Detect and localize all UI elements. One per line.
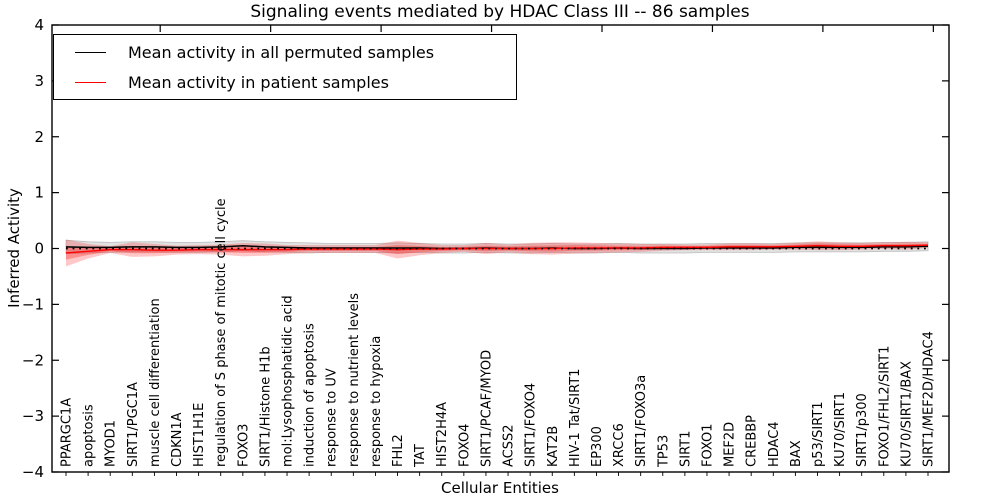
x-category-label: SIRT1/PGC1A: [126, 382, 141, 467]
y-axis-title: Inferred Activity: [5, 188, 23, 308]
patient-confidence-band-outer: [66, 239, 928, 267]
x-category-label: FHL2: [391, 434, 406, 467]
legend-line-black: [75, 51, 106, 53]
x-category-label: response to nutrient levels: [347, 293, 362, 467]
x-category-label: response to hypoxia: [369, 336, 384, 467]
x-category-label: KAT2B: [546, 426, 561, 467]
y-tick-label: 0: [34, 240, 44, 258]
series-line-patient: [65, 244, 929, 254]
x-category-label: SIRT1/FOXO3a: [634, 375, 649, 467]
x-category-label: TP53: [656, 435, 671, 468]
x-category-label: regulation of S phase of mitotic cell cy…: [214, 198, 229, 467]
x-category-label: XRCC6: [612, 423, 627, 467]
x-category-label: CREBBP: [745, 415, 760, 467]
x-category-label: MYOD1: [104, 420, 119, 467]
x-category-label: SIRT1: [678, 431, 693, 467]
x-category-label: FOXO1/FHL2/SIRT1: [877, 346, 892, 467]
y-tick-label: 4: [34, 16, 44, 34]
x-category-label: induction of apoptosis: [303, 323, 318, 467]
x-category-label: PPARGC1A: [60, 398, 75, 467]
x-category-label: FOXO3: [236, 424, 251, 467]
legend-item-patient: Mean activity in patient samples: [54, 69, 516, 95]
chart-title: Signaling events mediated by HDAC Class …: [250, 2, 750, 22]
y-tick-label: 3: [34, 72, 44, 90]
legend: Mean activity in all permuted samples Me…: [53, 34, 517, 100]
x-category-label: TAT: [413, 444, 428, 468]
x-category-label: p53/SIRT1: [811, 401, 826, 467]
legend-line-red: [75, 81, 106, 83]
x-category-label: SIRT1/PCAF/MYOD: [479, 350, 494, 467]
x-category-label: CDKN1A: [170, 412, 185, 467]
x-category-label: HIST2H4A: [435, 402, 450, 467]
x-category-label: EP300: [590, 426, 605, 467]
x-category-label: SIRT1/Histone H1b: [258, 346, 273, 467]
x-category-label: mol:Lysophosphatidic acid: [281, 295, 296, 467]
y-tick-label: −2: [22, 351, 44, 369]
y-tick-label: 1: [34, 184, 44, 202]
y-tick-label: −3: [22, 407, 44, 425]
y-tick-label: 2: [34, 128, 44, 146]
legend-item-permuted: Mean activity in all permuted samples: [54, 39, 516, 65]
y-tick-label: −1: [22, 295, 44, 313]
x-category-label: HIST1H1E: [192, 403, 207, 467]
x-category-label: KU70/SIRT1: [833, 392, 848, 467]
x-category-label: SIRT1/FOXO4: [524, 383, 539, 467]
x-category-label: KU70/SIRT1/BAX: [899, 361, 914, 467]
x-category-label: apoptosis: [82, 404, 97, 467]
x-category-label: MEF2D: [723, 422, 738, 467]
y-tick-label: −4: [22, 463, 44, 481]
x-category-label: ACSS2: [502, 424, 517, 467]
x-category-label: HIV-1 Tat/SIRT1: [568, 369, 583, 467]
x-category-label: BAX: [789, 440, 804, 467]
x-category-label: FOXO4: [457, 424, 472, 467]
x-category-label: SIRT1/p300: [855, 393, 870, 467]
x-category-label: muscle cell differentiation: [148, 298, 163, 467]
legend-label-patient: Mean activity in patient samples: [128, 72, 389, 92]
x-axis-title: Cellular Entities: [441, 479, 559, 497]
x-category-label: response to UV: [325, 368, 340, 467]
x-category-label: SIRT1/MEF2D/HDAC4: [922, 331, 937, 467]
x-category-label: FOXO1: [700, 424, 715, 467]
legend-label-permuted: Mean activity in all permuted samples: [128, 42, 435, 62]
x-category-label: HDAC4: [767, 421, 782, 467]
